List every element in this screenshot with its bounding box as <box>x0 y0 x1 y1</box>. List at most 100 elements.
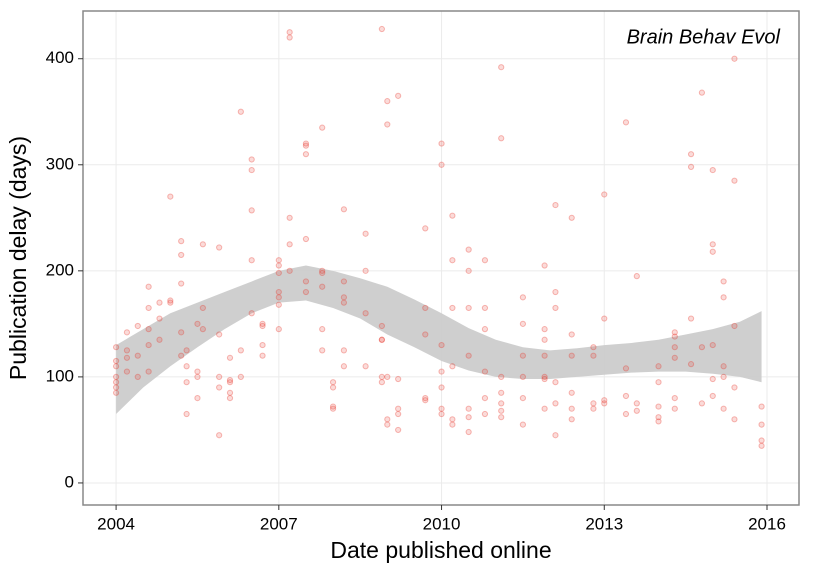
x-axis-title: Date published online <box>330 537 551 563</box>
point <box>541 352 548 359</box>
point <box>319 269 326 277</box>
point <box>449 257 456 264</box>
point <box>519 394 527 402</box>
point <box>671 333 678 340</box>
point <box>378 373 385 380</box>
point <box>248 156 255 163</box>
point <box>362 267 369 274</box>
point <box>112 344 120 351</box>
point <box>720 373 727 380</box>
point <box>340 347 348 354</box>
point <box>340 294 348 301</box>
x-tick-label: 2004 <box>97 514 135 533</box>
y-axis-title: Publication delay (days) <box>5 136 31 380</box>
point <box>259 322 266 330</box>
point <box>698 344 706 351</box>
point <box>329 384 337 391</box>
point <box>183 347 190 354</box>
y-tick-label: 0 <box>65 472 74 491</box>
point <box>422 394 429 402</box>
point <box>194 320 201 327</box>
plot-border <box>82 10 800 506</box>
point <box>275 294 282 301</box>
point <box>199 241 206 248</box>
point <box>248 310 255 317</box>
point <box>438 405 445 412</box>
point <box>498 414 505 421</box>
point <box>481 410 489 418</box>
point <box>481 257 489 264</box>
point <box>568 352 575 359</box>
point <box>145 326 152 333</box>
point <box>622 392 630 400</box>
point <box>112 379 120 386</box>
point <box>319 347 326 354</box>
point <box>449 212 456 219</box>
point <box>519 421 527 428</box>
point <box>519 320 527 327</box>
y-tick-label: 200 <box>46 260 74 279</box>
point <box>112 373 120 380</box>
point <box>633 400 640 407</box>
point <box>226 379 234 386</box>
point <box>178 352 185 359</box>
y-tick-label: 400 <box>46 48 74 67</box>
point <box>633 407 640 414</box>
point <box>731 384 738 391</box>
point <box>590 405 597 412</box>
point <box>671 344 678 351</box>
point <box>156 299 163 306</box>
point <box>216 384 223 391</box>
point <box>498 64 505 71</box>
point <box>709 166 716 174</box>
point <box>687 361 695 368</box>
point <box>194 368 201 375</box>
point <box>302 142 310 149</box>
point <box>449 363 456 370</box>
point <box>319 326 326 333</box>
point <box>720 278 727 285</box>
point <box>568 405 575 412</box>
point <box>552 288 559 296</box>
point <box>178 280 185 287</box>
point <box>465 405 472 412</box>
point <box>709 375 716 383</box>
point <box>622 119 630 126</box>
point <box>698 400 706 407</box>
point <box>709 341 716 349</box>
point <box>194 394 201 402</box>
grid <box>83 11 799 505</box>
point <box>481 368 489 375</box>
point <box>568 389 575 396</box>
point <box>362 363 369 370</box>
point <box>259 341 266 349</box>
point <box>633 273 640 280</box>
plot-background <box>83 11 799 505</box>
point <box>384 98 391 105</box>
point <box>568 416 575 423</box>
point <box>481 304 489 312</box>
point <box>319 283 326 290</box>
point <box>438 410 445 418</box>
point <box>449 416 456 423</box>
x-tick-label: 2013 <box>585 514 623 533</box>
point <box>123 354 131 361</box>
point <box>156 336 163 343</box>
point <box>465 267 472 274</box>
point <box>378 336 385 343</box>
point <box>362 310 369 317</box>
point <box>112 363 120 370</box>
point <box>552 304 559 312</box>
point <box>731 55 738 62</box>
point <box>123 368 131 375</box>
point <box>275 269 282 277</box>
point <box>655 403 662 410</box>
point <box>655 363 662 370</box>
point <box>438 384 445 391</box>
point <box>384 373 391 380</box>
point <box>481 326 489 333</box>
point <box>519 294 527 301</box>
point <box>275 301 282 308</box>
point <box>671 354 678 361</box>
point <box>237 347 244 354</box>
